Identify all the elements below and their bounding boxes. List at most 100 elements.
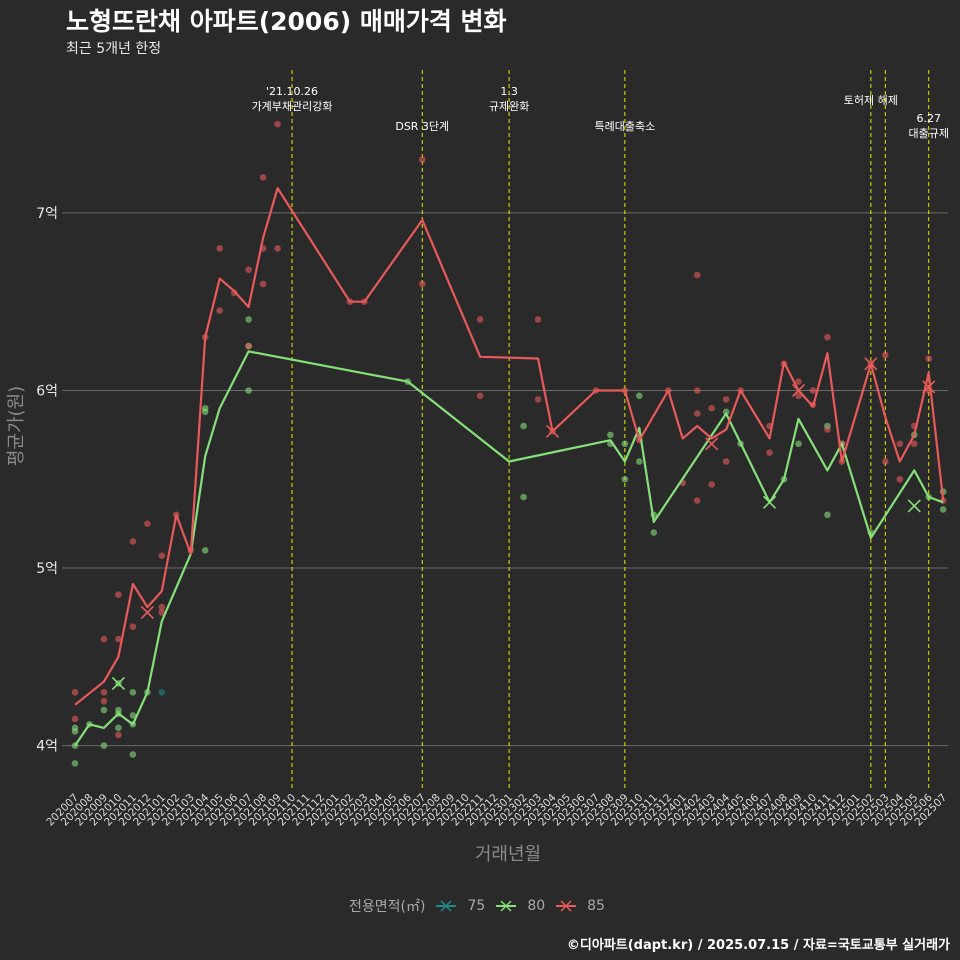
- legend-title: 전용면적(㎡): [349, 899, 426, 915]
- data-point-85: [882, 458, 889, 465]
- data-point-85: [100, 635, 108, 643]
- data-point-85: [795, 378, 802, 385]
- legend-key-85: [555, 899, 577, 913]
- legend-key-80: [495, 899, 517, 913]
- data-point-85: [259, 280, 267, 288]
- event-label: 특례대출축소: [594, 120, 655, 133]
- data-point-85: [418, 280, 426, 288]
- data-point-85: [476, 316, 484, 323]
- series-mark-80: [111, 676, 125, 691]
- data-point-85: [216, 307, 223, 314]
- data-point-80: [722, 408, 730, 416]
- data-point-85: [795, 392, 802, 400]
- data-point-85: [534, 396, 542, 403]
- data-point-80: [100, 742, 108, 749]
- data-point-85: [708, 481, 715, 488]
- data-point-85: [925, 355, 933, 362]
- data-point-85: [100, 689, 108, 696]
- data-point-85: [693, 387, 701, 394]
- data-point-85: [115, 635, 122, 643]
- data-point-85: [418, 156, 426, 163]
- data-point-85: [274, 245, 281, 252]
- data-point-80: [100, 706, 108, 714]
- chart-title: 노형뜨란채 아파트(2006) 매매가격 변화: [66, 7, 507, 36]
- legend: 전용면적(㎡) 75 80 85: [0, 896, 960, 916]
- data-point-80: [71, 724, 79, 732]
- legend-label-75: 75: [467, 898, 486, 914]
- data-point-85: [693, 410, 701, 417]
- legend-key-75: [435, 899, 457, 913]
- data-point-85: [216, 245, 223, 252]
- data-point-80: [201, 404, 209, 412]
- data-point-85: [722, 458, 730, 465]
- data-point-85: [766, 449, 773, 456]
- data-point-85: [693, 271, 701, 279]
- x-axis-title: 거래년월: [475, 844, 541, 865]
- data-point-85: [896, 475, 904, 483]
- data-point-80: [824, 511, 831, 519]
- event-label: 규제완화: [489, 100, 529, 113]
- data-point-80: [245, 316, 252, 323]
- data-point-80: [795, 440, 802, 448]
- data-point-85: [158, 609, 166, 616]
- data-point-85: [824, 333, 831, 341]
- y-tick-label: 7억: [36, 206, 58, 222]
- data-point-85: [824, 426, 831, 433]
- data-point-85: [534, 316, 542, 323]
- data-point-85: [882, 351, 889, 359]
- data-point-80: [245, 387, 252, 394]
- data-point-80: [621, 475, 629, 483]
- data-point-80: [71, 760, 79, 767]
- data-point-85: [245, 266, 252, 274]
- event-label: 1.3: [500, 85, 518, 98]
- data-point-85: [476, 392, 484, 400]
- series-mark-85: [922, 380, 936, 394]
- y-tick-label: 4억: [36, 739, 58, 755]
- data-point-85: [115, 731, 122, 739]
- series-mark-85: [864, 357, 878, 371]
- data-point-85: [910, 440, 918, 448]
- data-point-80: [129, 689, 137, 696]
- data-point-80: [129, 712, 137, 719]
- data-point-80: [636, 392, 643, 400]
- legend-label-80: 80: [527, 898, 546, 914]
- y-axis-title: 평균가(원): [6, 386, 27, 466]
- data-point-85: [158, 552, 166, 559]
- data-point-85: [129, 623, 137, 630]
- data-point-85: [693, 497, 701, 504]
- series-mark-85: [545, 424, 560, 438]
- series-mark-85: [140, 605, 154, 620]
- data-point-80: [201, 546, 209, 554]
- data-point-80: [939, 506, 947, 513]
- event-label: 6.27: [916, 112, 941, 125]
- event-label: 토허제 해제: [844, 93, 898, 107]
- data-point-85: [71, 715, 79, 723]
- data-point-85: [708, 404, 715, 412]
- event-label: 가계부채관리강화: [252, 100, 333, 113]
- series-line-85: [74, 187, 945, 706]
- event-label: DSR 3단계: [395, 120, 449, 133]
- data-point-80: [129, 751, 137, 758]
- legend-label-85: 85: [587, 898, 605, 914]
- series-mark-80: [907, 499, 921, 513]
- data-point-85: [274, 120, 281, 128]
- y-tick-label: 5억: [36, 561, 58, 577]
- series-mark-85: [791, 383, 806, 398]
- series-mark-80: [762, 495, 777, 509]
- data-point-85: [896, 440, 904, 448]
- data-point-80: [607, 431, 614, 439]
- data-point-80: [636, 458, 643, 465]
- data-point-85: [100, 697, 108, 705]
- series-line-80: [74, 350, 944, 747]
- data-point-80: [520, 422, 527, 430]
- data-point-80: [520, 493, 527, 501]
- data-point-85: [115, 591, 122, 598]
- source-caption: ©디아파트(dapt.kr) / 2025.07.15 / 자료=국토교통부 실…: [566, 938, 950, 953]
- data-point-80: [115, 724, 122, 732]
- event-label: '21.10.26: [266, 85, 318, 98]
- data-point-85: [158, 603, 166, 611]
- y-tick-label: 6억: [36, 383, 58, 399]
- data-point-85: [809, 387, 817, 394]
- data-point-85: [259, 174, 267, 181]
